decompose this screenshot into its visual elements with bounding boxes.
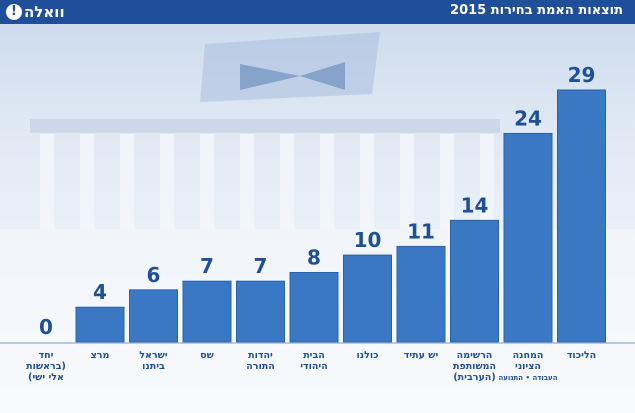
logo-text: וואלה xyxy=(24,3,65,21)
bar-8 xyxy=(450,219,499,343)
bar-7 xyxy=(396,245,446,343)
category-label-4-0: יהדות xyxy=(248,350,273,361)
value-label-5: 8 xyxy=(307,245,321,269)
category-label-1-0: מרצ xyxy=(91,350,110,361)
category-label-2-0: ישראל xyxy=(139,350,168,361)
category-label-0-0: יחד xyxy=(39,350,54,361)
category-label-3-0: שס xyxy=(200,350,214,361)
chart-title: תוצאות האמת בחירות 2015 xyxy=(450,3,623,18)
value-label-6: 10 xyxy=(354,228,382,252)
value-label-2: 6 xyxy=(147,263,161,287)
category-label-8-2: (הערבית) xyxy=(453,372,495,383)
category-label-10-0: הליכוד xyxy=(567,350,596,361)
category-label-4-1: התורה xyxy=(246,361,275,372)
category-sublabel-9: העבודה • התנועה xyxy=(498,374,557,382)
walla-logo: ! וואלה xyxy=(6,2,65,22)
bar-2 xyxy=(129,289,178,343)
category-label-5-1: היהודי xyxy=(300,361,328,372)
bar-4 xyxy=(236,280,285,343)
value-label-10: 29 xyxy=(568,63,596,87)
value-label-1: 4 xyxy=(93,280,107,304)
category-label-0-1: (בראשות xyxy=(26,361,66,372)
category-label-9-1: הציוני xyxy=(515,361,541,372)
value-label-8: 14 xyxy=(461,193,489,217)
value-label-3: 7 xyxy=(200,254,214,278)
category-label-8-0: הרשימה xyxy=(457,350,493,361)
category-label-7-0: יש עתיד xyxy=(404,350,439,361)
bar-6 xyxy=(343,254,392,343)
chart-baseline xyxy=(0,342,635,344)
exclamation-logo-icon: ! xyxy=(6,4,22,20)
category-label-9-0: המחנה xyxy=(513,350,544,361)
category-label-6-0: כולנו xyxy=(357,350,379,361)
category-label-5-0: הבית xyxy=(303,350,325,361)
value-label-7: 11 xyxy=(407,219,435,243)
value-label-0: 0 xyxy=(39,315,53,339)
bar-10 xyxy=(557,89,606,343)
header-bar: ! וואלה תוצאות האמת בחירות 2015 xyxy=(0,0,635,24)
bar-9 xyxy=(503,132,553,343)
category-label-8-1: המשותפת xyxy=(453,361,496,372)
bar-5 xyxy=(289,271,339,343)
value-label-4: 7 xyxy=(254,254,268,278)
value-label-9: 24 xyxy=(514,106,542,130)
category-label-2-1: ביתנו xyxy=(142,361,165,372)
bar-3 xyxy=(182,280,232,343)
bar-1 xyxy=(75,306,125,343)
category-label-0-2: אלי ישי) xyxy=(28,372,64,383)
